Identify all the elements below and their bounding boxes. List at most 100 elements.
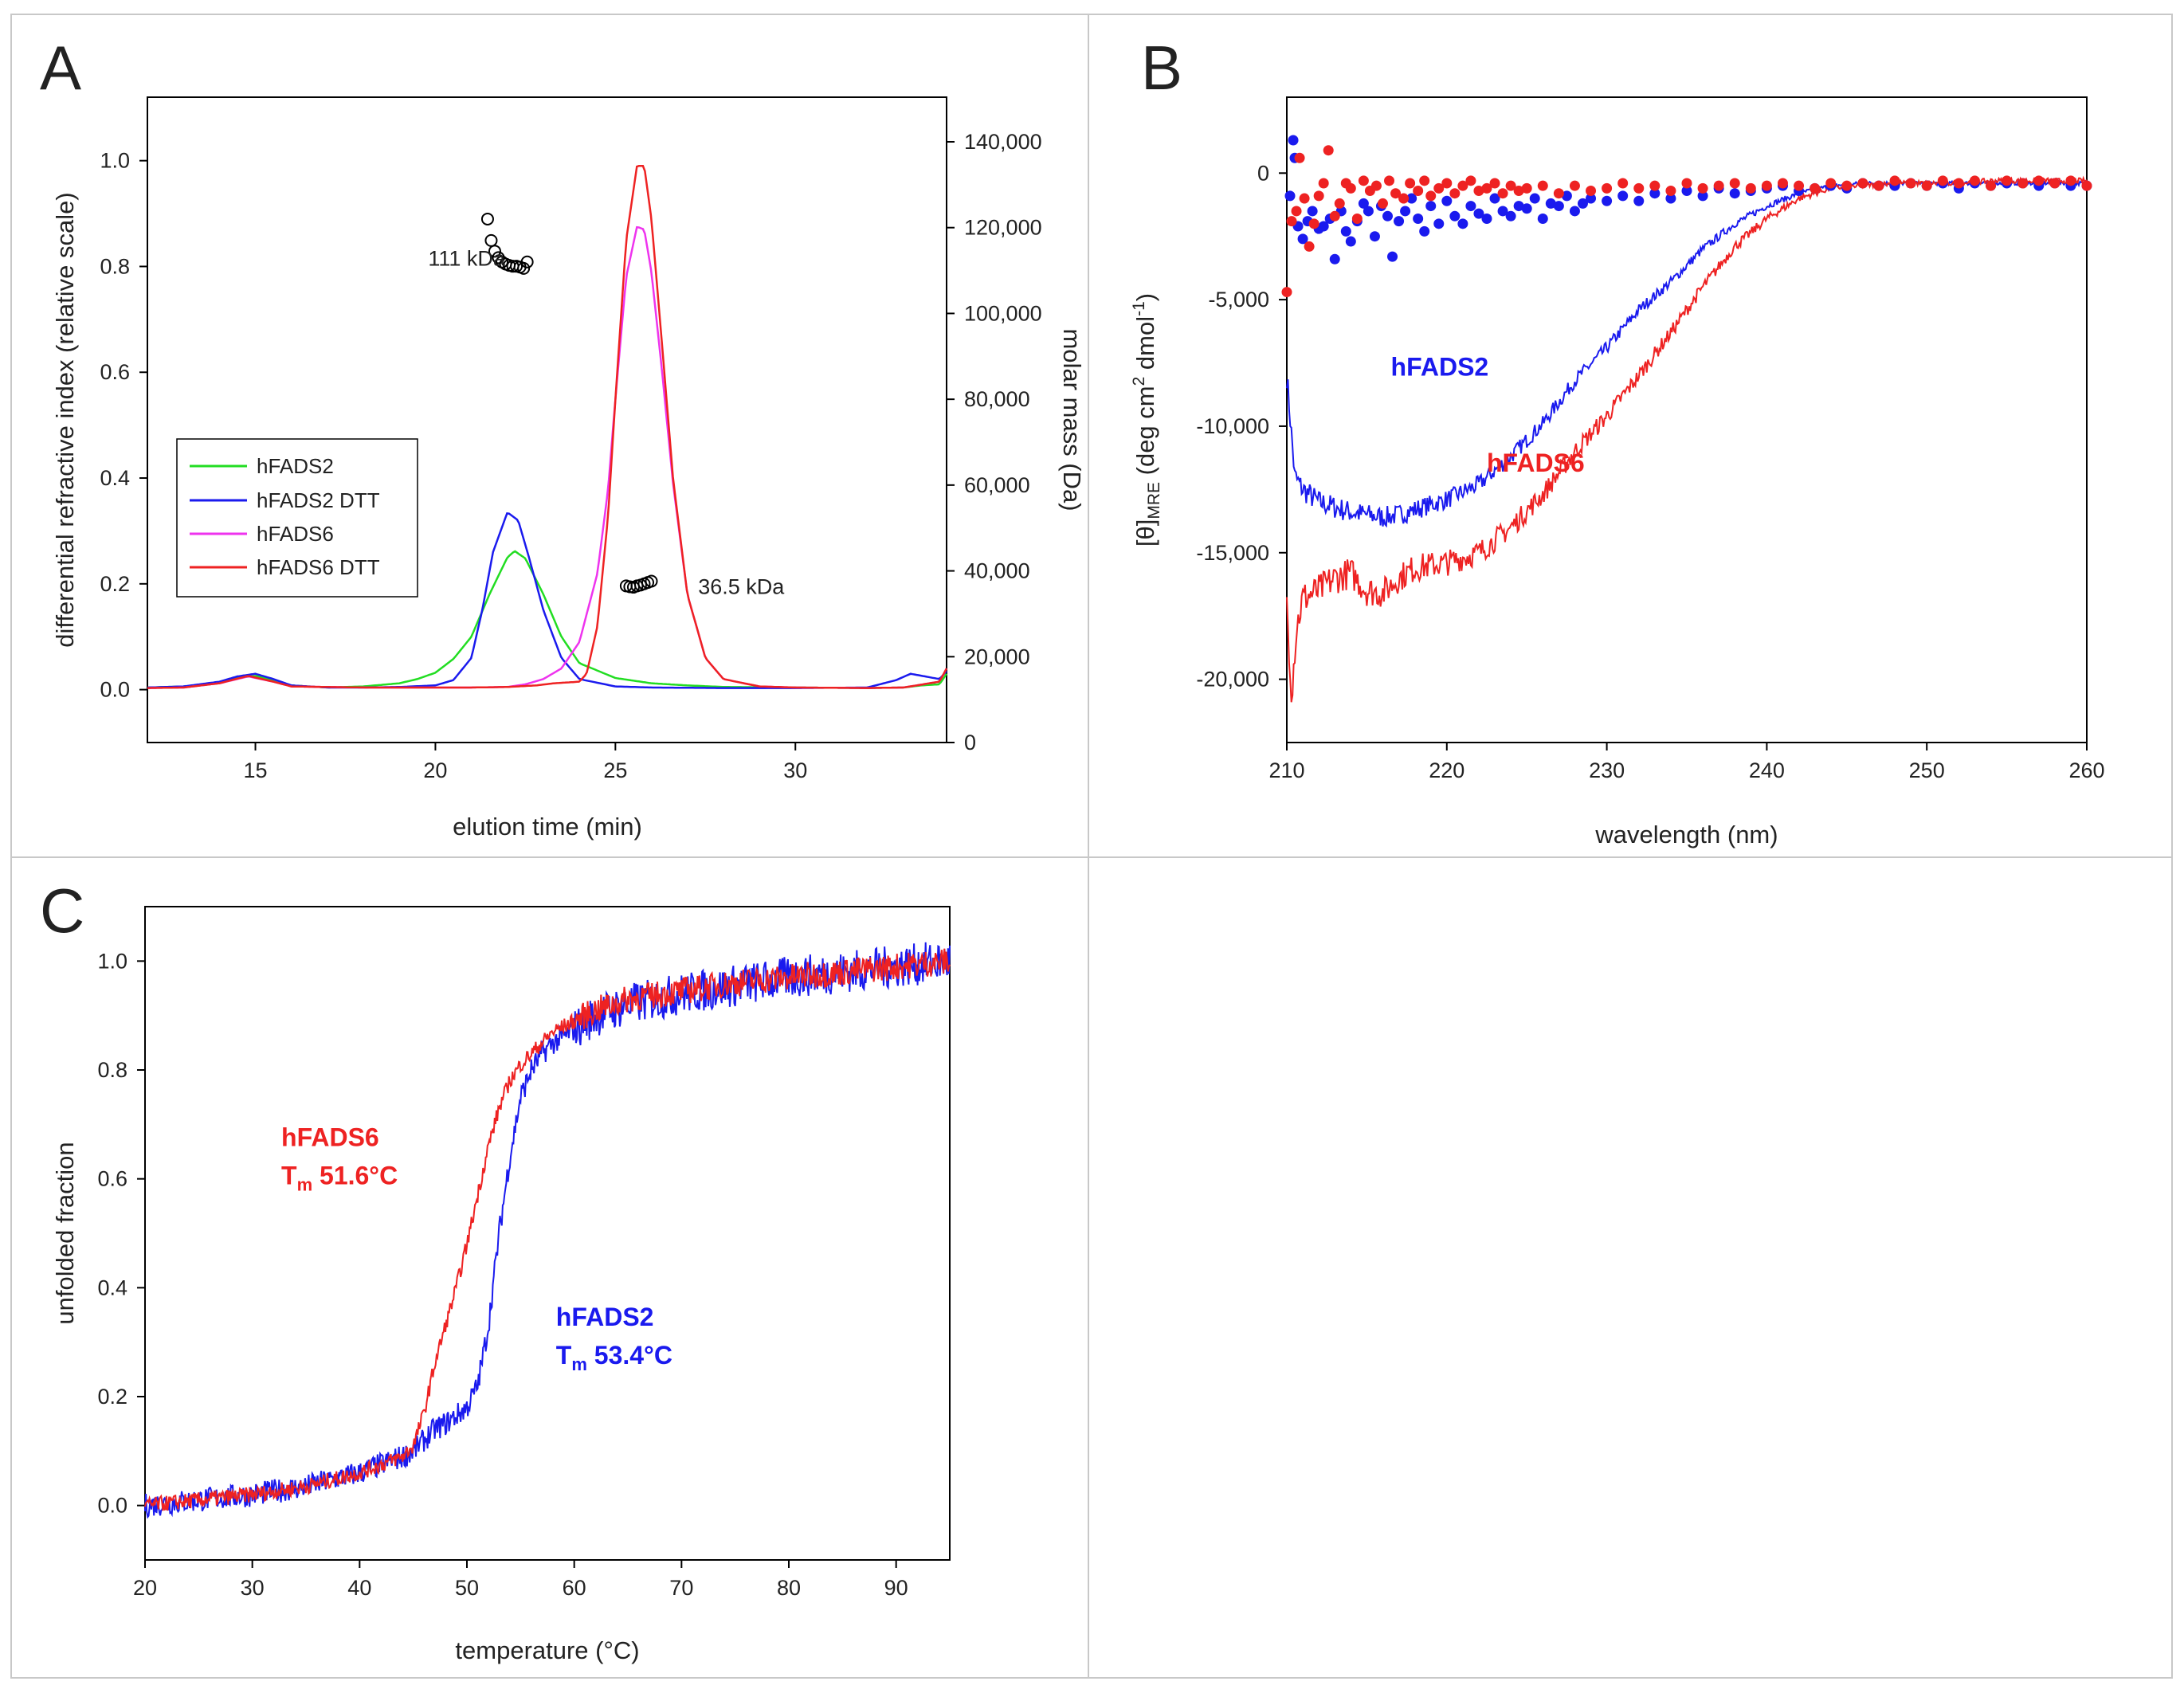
scatter-point-red: [2017, 178, 2029, 189]
scatter-point-red: [1745, 182, 1756, 194]
annotation-111kda: 111 kDa: [428, 246, 506, 270]
scatter-point-red: [1777, 178, 1788, 189]
panel-c-plot-frame: [144, 906, 951, 1561]
scatter-point-red: [1921, 180, 1932, 191]
scatter-point-red: [1291, 206, 1302, 217]
scatter-point-red: [1413, 186, 1424, 197]
scatter-point-red: [1697, 182, 1708, 194]
scatter-point-blue: [1318, 221, 1329, 232]
scatter-point-blue: [1345, 236, 1356, 247]
x-tick-label: 210: [1268, 758, 1304, 782]
y-tick-label: -15,000: [1196, 541, 1269, 565]
panel-a-x-axis-label: elution time (min): [453, 813, 642, 841]
scatter-point-red: [1377, 198, 1388, 209]
scatter-point-red: [1521, 182, 1532, 194]
scatter-point-red: [1286, 216, 1297, 227]
scatter-point-blue: [1288, 135, 1299, 146]
panel-a-chart: 15 20 25 30 0.0 0.2 0.4 0.6 0.8 1.0 0 20,000 40,00…: [51, 96, 1086, 841]
panel-b-plot-frame: [1286, 96, 2088, 743]
scatter-point-blue: [1329, 253, 1340, 265]
scatter-point-red: [1713, 180, 1724, 191]
scatter-point-blue: [1553, 201, 1564, 212]
panel-c-x-ticks: 20 30 40 50 60 70 80 90: [133, 1560, 908, 1600]
legend-label-hfads6-dtt: hFADS6 DTT: [257, 555, 380, 579]
scatter-point-blue: [1406, 193, 1417, 204]
scatter-point-red: [1318, 178, 1329, 189]
y-tick-label: 0.2: [97, 1385, 127, 1409]
scatter-point-red: [1457, 180, 1468, 191]
panel-a-plot-frame: [147, 96, 947, 743]
scatter-point-red: [2065, 175, 2076, 186]
x-tick-label: 60: [563, 1576, 586, 1600]
legend-label-hfads2: hFADS2: [257, 454, 334, 478]
scatter-point-blue: [1297, 233, 1308, 245]
scatter-point-red: [1358, 175, 1369, 186]
scatter-point-blue: [1284, 190, 1296, 202]
molar-mass-point: [488, 245, 501, 258]
legend-label-hfads2-dtt: hFADS2 DTT: [257, 488, 380, 512]
x-tick-label: 30: [783, 758, 807, 782]
scatter-point-blue: [1481, 213, 1492, 224]
scatter-point-red: [1313, 190, 1324, 202]
scatter-point-blue: [1425, 201, 1437, 212]
y2-tick-label: 60,000: [964, 473, 1030, 497]
scatter-point-red: [1345, 182, 1356, 194]
scatter-point-blue: [1441, 195, 1453, 206]
scatter-point-blue: [1419, 225, 1430, 237]
scatter-point-red: [1481, 182, 1492, 194]
scatter-point-red: [1810, 182, 1821, 194]
scatter-point-red: [2049, 178, 2060, 189]
x-tick-label: 70: [669, 1576, 693, 1600]
scatter-point-red: [1602, 182, 1613, 194]
scatter-point-blue: [1545, 198, 1556, 209]
scatter-point-blue: [1513, 201, 1524, 212]
scatter-point-blue: [1617, 190, 1629, 202]
scatter-point-blue: [1521, 203, 1532, 214]
y-tick-label: 0: [1257, 161, 1269, 185]
y-tick-label: -20,000: [1196, 668, 1269, 692]
panel-c-y-axis-label: unfolded fraction: [51, 1142, 79, 1324]
panel-a-y-ticks: 0.0 0.2 0.4 0.6 0.8 1.0: [100, 149, 147, 702]
y2-tick-label: 120,000: [964, 216, 1042, 240]
scatter-point-red: [1633, 182, 1645, 194]
scatter-point-red: [1969, 175, 1980, 186]
x-tick-label: 260: [2068, 758, 2104, 782]
y-tick-label: 0.6: [97, 1167, 127, 1191]
scatter-point-blue: [1457, 218, 1468, 229]
scatter-point-red: [1537, 180, 1548, 191]
y-tick-label: 0.0: [97, 1494, 127, 1518]
scatter-point-red: [1384, 175, 1395, 186]
scatter-point-blue: [1665, 193, 1676, 204]
scatter-point-red: [1299, 193, 1310, 204]
scatter-point-blue: [1358, 198, 1369, 209]
molar-mass-point: [480, 212, 494, 225]
y-tick-label: 1.0: [100, 149, 130, 173]
x-tick-label: 80: [777, 1576, 801, 1600]
panel-b-scatter: [1281, 135, 2092, 298]
scatter-point-red: [1937, 175, 1948, 186]
y2-tick-label: 100,000: [964, 301, 1042, 325]
y2-tick-label: 20,000: [964, 645, 1030, 668]
scatter-point-red: [1505, 180, 1516, 191]
panel-letter-b: B: [1141, 33, 1182, 103]
y-tick-label: 0.0: [100, 678, 130, 702]
y2-tick-label: 80,000: [964, 387, 1030, 411]
scatter-point-red: [1449, 188, 1461, 199]
label-hfads6-tm-value: Tm 51.6°C: [281, 1162, 398, 1195]
x-tick-label: 50: [455, 1576, 479, 1600]
scatter-point-blue: [1465, 201, 1476, 212]
scatter-point-red: [1433, 182, 1445, 194]
scatter-point-red: [1873, 180, 1884, 191]
scatter-point-red: [1617, 178, 1629, 189]
y-tick-label: 0.4: [100, 466, 130, 490]
panel-letter-c: C: [40, 876, 84, 946]
y-tick-label: -5,000: [1208, 288, 1269, 312]
scatter-point-red: [1441, 178, 1453, 189]
scatter-point-red: [1953, 178, 1964, 189]
y-tick-label: 0.4: [97, 1276, 127, 1299]
scatter-point-red: [1513, 186, 1524, 197]
label-hfads6-cd: hFADS6: [1487, 449, 1585, 477]
annotation-36-5kda: 36.5 kDa: [698, 574, 785, 598]
scatter-point-blue: [1529, 193, 1540, 204]
